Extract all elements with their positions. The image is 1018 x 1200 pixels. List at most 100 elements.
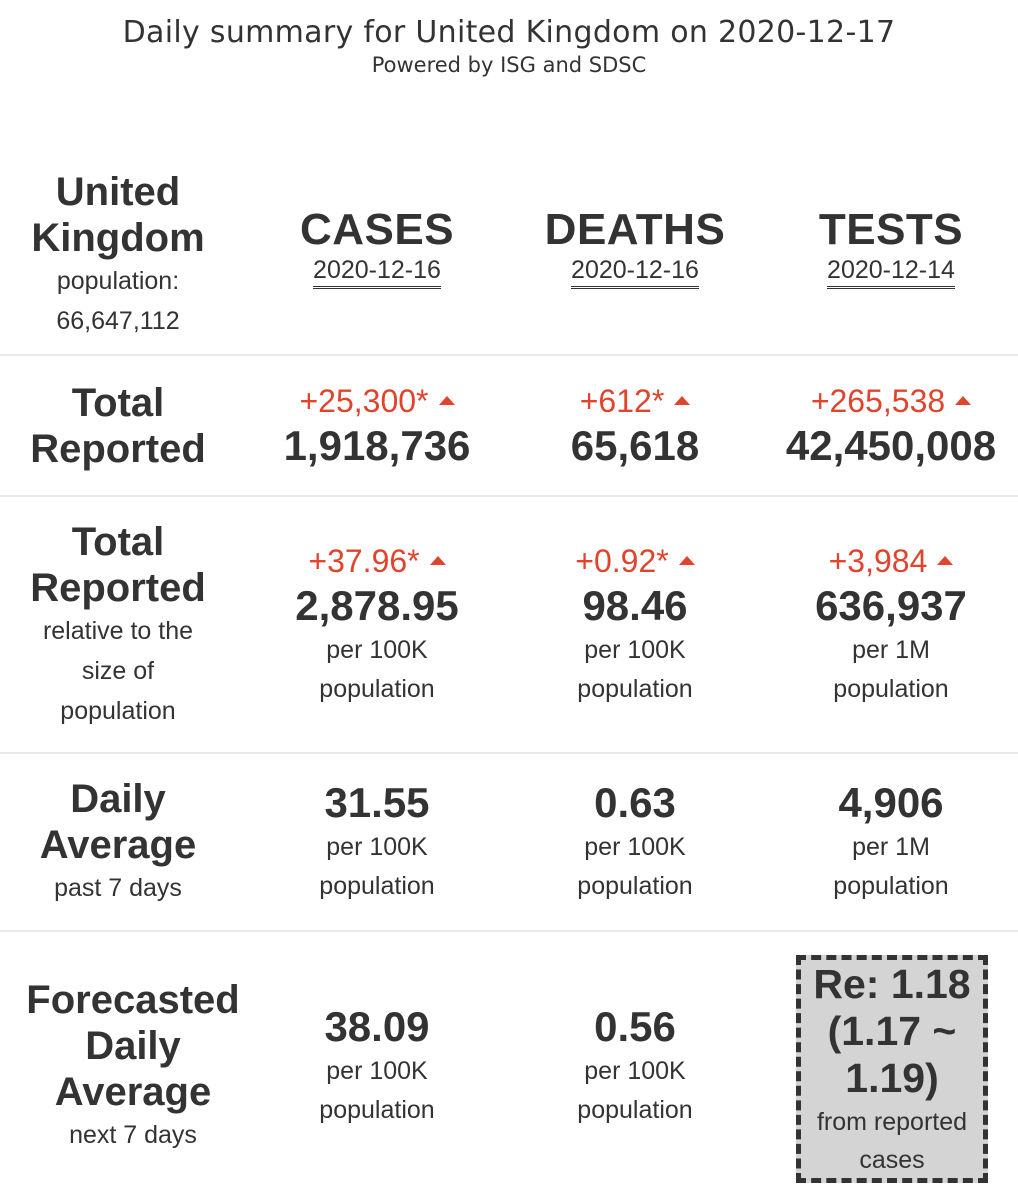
daily-tests-cell: 4,906 per 1M population	[764, 754, 1018, 930]
tests-date: 2020-12-14	[827, 254, 955, 289]
deaths-heading: DEATHS	[544, 205, 726, 254]
cases-delta-text: +37.96*	[308, 543, 420, 579]
relative-label: Total Reported relative to the size of p…	[0, 497, 236, 752]
unit-label: per 1M	[852, 833, 930, 861]
deaths-delta-text: +0.92*	[575, 543, 669, 579]
triangle-up-icon	[937, 556, 954, 566]
unit-label: per 100K	[584, 1057, 686, 1085]
row-label-line2: Reported	[30, 565, 206, 610]
deaths-header: DEATHS 2020-12-16	[506, 156, 764, 354]
daily-average-row: Daily Average past 7 days 31.55 per 100K…	[0, 754, 1018, 930]
country-cell: United Kingdom population: 66,647,112	[0, 156, 236, 354]
re-interval-line1: (1.17 ~	[827, 1007, 957, 1054]
row-divider	[0, 495, 1018, 497]
deaths-daily-average: 0.63	[594, 779, 676, 826]
unit-label: population	[577, 1096, 693, 1124]
unit-label: per 100K	[326, 833, 428, 861]
population-label: population:	[56, 267, 180, 295]
daily-average-label: Daily Average past 7 days	[0, 754, 236, 930]
row-divider	[0, 752, 1018, 754]
unit-label: per 1M	[852, 636, 930, 664]
tests-heading: TESTS	[818, 205, 964, 254]
unit-label: per 100K	[584, 636, 686, 664]
row-sublabel: relative to the	[42, 616, 194, 645]
re-source-label: cases	[859, 1145, 925, 1174]
cases-delta: +25,300*	[299, 381, 455, 421]
row-label-line1: Total	[71, 519, 165, 564]
page-subtitle: Powered by ISG and SDSC	[371, 53, 647, 77]
row-sublabel: size of	[81, 656, 155, 685]
unit-label: per 100K	[326, 636, 428, 664]
header-row: United Kingdom population: 66,647,112 CA…	[0, 156, 1018, 354]
forecast-cases-cell: 38.09 per 100K population	[248, 932, 506, 1200]
unit-label: population	[319, 675, 435, 703]
tests-delta: +3,984	[829, 541, 954, 581]
daily-deaths-cell: 0.63 per 100K population	[506, 754, 764, 930]
unit-label: population	[577, 872, 693, 900]
tests-header: TESTS 2020-12-14	[764, 156, 1018, 354]
row-label-line2: Average	[39, 823, 197, 867]
relative-row: Total Reported relative to the size of p…	[0, 497, 1018, 752]
deaths-forecast: 0.56	[594, 1003, 676, 1050]
row-sublabel: next 7 days	[69, 1121, 197, 1149]
deaths-delta: +612*	[580, 381, 691, 421]
triangle-up-icon	[438, 395, 455, 405]
deaths-relative: 98.46	[582, 582, 688, 629]
total-reported-row: Total Reported +25,300* 1,918,736 +612* …	[0, 356, 1018, 495]
triangle-up-icon	[955, 395, 972, 405]
tests-delta: +265,538	[810, 381, 972, 421]
re-value: Re: 1.18	[813, 960, 971, 1007]
cases-heading: CASES	[299, 205, 455, 254]
unit-label: population	[833, 872, 949, 900]
tests-delta-text: +265,538	[810, 382, 946, 419]
cases-delta-text: +25,300*	[299, 382, 429, 419]
deaths-total: 65,618	[570, 421, 700, 469]
page-header: Daily summary for United Kingdom on 2020…	[0, 14, 1018, 78]
row-label-line2: Daily	[85, 1024, 181, 1068]
cases-forecast: 38.09	[324, 1003, 430, 1050]
row-label-line1: Daily	[70, 777, 166, 821]
country-name-line1: United	[55, 170, 181, 214]
tests-relative: 636,937	[815, 582, 967, 629]
total-tests-cell: +265,538 42,450,008	[764, 356, 1018, 495]
relative-tests-cell: +3,984 636,937 per 1M population	[764, 497, 1018, 752]
re-source-label: from reported	[816, 1107, 968, 1136]
row-divider	[0, 930, 1018, 932]
cases-delta: +37.96*	[308, 541, 446, 581]
daily-cases-cell: 31.55 per 100K population	[248, 754, 506, 930]
relative-cases-cell: +37.96* 2,878.95 per 100K population	[248, 497, 506, 752]
reproduction-number-box: Re: 1.18 (1.17 ~ 1.19) from reported cas…	[796, 955, 988, 1183]
row-label-line1: Total	[71, 380, 165, 425]
page-title: Daily summary for United Kingdom on 2020…	[122, 15, 896, 50]
total-cases-cell: +25,300* 1,918,736	[248, 356, 506, 495]
deaths-delta-text: +612*	[579, 382, 665, 419]
total-reported-label: Total Reported	[0, 356, 236, 495]
cases-total: 1,918,736	[283, 421, 471, 469]
triangle-up-icon	[674, 395, 691, 405]
cases-relative: 2,878.95	[295, 582, 459, 629]
cases-date: 2020-12-16	[313, 254, 441, 289]
tests-total: 42,450,008	[785, 421, 997, 469]
unit-label: per 100K	[326, 1057, 428, 1085]
country-name-line2: Kingdom	[31, 216, 205, 260]
row-sublabel: population	[60, 696, 176, 725]
re-interval-line2: 1.19)	[845, 1054, 939, 1101]
triangle-up-icon	[429, 556, 446, 566]
unit-label: population	[577, 675, 693, 703]
deaths-date: 2020-12-16	[571, 254, 699, 289]
forecast-deaths-cell: 0.56 per 100K population	[506, 932, 764, 1200]
total-deaths-cell: +612* 65,618	[506, 356, 764, 495]
row-label-line1: Forecasted	[26, 978, 240, 1022]
cases-header: CASES 2020-12-16	[248, 156, 506, 354]
tests-daily-average: 4,906	[838, 779, 944, 826]
row-label-line2: Reported	[30, 426, 206, 471]
unit-label: per 100K	[584, 833, 686, 861]
forecast-label: Forecasted Daily Average next 7 days	[8, 932, 258, 1200]
row-label-line3: Average	[54, 1070, 212, 1114]
forecast-row: Forecasted Daily Average next 7 days 38.…	[0, 932, 1018, 1200]
row-sublabel: past 7 days	[54, 874, 182, 902]
deaths-delta: +0.92*	[575, 541, 695, 581]
population-value: 66,647,112	[56, 307, 180, 335]
tests-delta-text: +3,984	[828, 543, 928, 579]
cases-daily-average: 31.55	[324, 779, 430, 826]
